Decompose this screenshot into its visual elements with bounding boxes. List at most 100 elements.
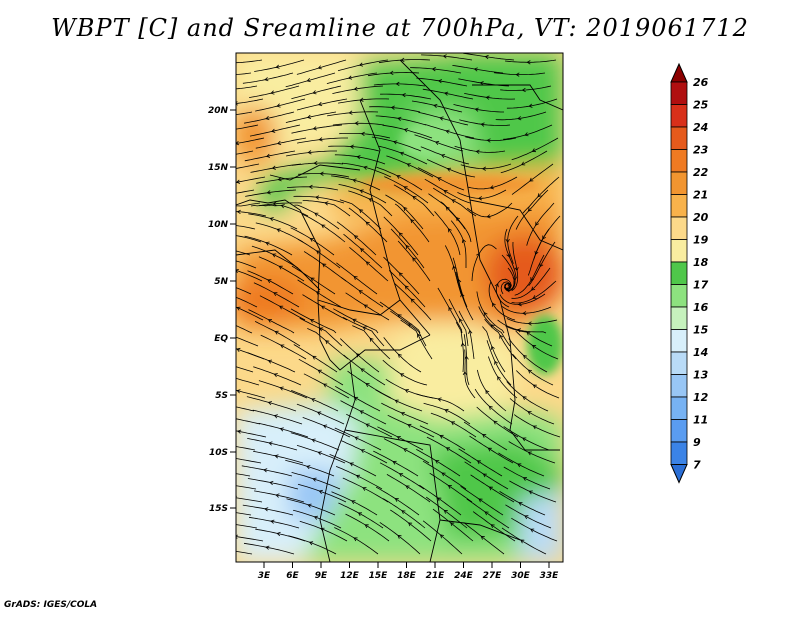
streamline-arrow — [443, 190, 448, 194]
streamline-arrow — [271, 165, 276, 170]
streamline-arrow — [521, 87, 526, 93]
streamline — [254, 490, 305, 503]
streamline — [348, 207, 388, 243]
streamline — [336, 221, 377, 256]
streamline-arrow — [389, 70, 394, 76]
streamline-arrow — [232, 417, 235, 421]
streamline — [236, 211, 267, 217]
streamline — [343, 233, 383, 269]
streamline-arrow — [485, 95, 490, 100]
streamline — [367, 72, 420, 77]
streamline — [385, 194, 424, 230]
streamline — [242, 72, 294, 84]
streamline — [465, 136, 517, 141]
colorbar-swatch — [670, 351, 688, 375]
streamline — [236, 418, 261, 425]
streamline — [236, 536, 264, 542]
streamline — [466, 202, 513, 218]
streamline — [414, 134, 464, 152]
streamline-arrow — [226, 321, 230, 324]
streamline-arrow — [480, 535, 485, 540]
streamline-arrow — [271, 253, 277, 258]
streamline-arrow — [318, 137, 323, 142]
streamline-arrow — [265, 116, 270, 121]
colorbar-label: 20 — [693, 211, 709, 224]
streamline — [511, 280, 557, 304]
streamline-arrow — [484, 54, 489, 60]
streamline — [379, 145, 428, 165]
streamline-arrow — [264, 507, 269, 512]
streamline — [302, 213, 346, 243]
streamline-arrow — [527, 411, 532, 415]
lon-tick-label: 33E — [540, 571, 560, 581]
streamline — [501, 527, 547, 555]
streamline-arrow — [321, 224, 326, 229]
streamline — [236, 59, 263, 64]
streamline — [430, 412, 477, 438]
streamline — [500, 150, 548, 174]
streamline — [378, 59, 431, 64]
streamline-arrow — [517, 302, 522, 307]
streamline — [348, 190, 393, 217]
lat-tick-label: 5S — [215, 391, 228, 401]
streamline — [236, 150, 254, 155]
streamline-arrow — [480, 122, 485, 127]
streamline — [236, 446, 256, 451]
streamline-arrow — [267, 359, 273, 364]
streamline-arrow — [404, 285, 409, 290]
streamline — [236, 306, 264, 321]
streamline-arrow — [494, 360, 499, 365]
streamline — [293, 195, 345, 204]
streamline — [422, 520, 463, 555]
streamline-arrow — [492, 302, 496, 307]
streamline — [397, 240, 431, 282]
colorbar-swatch — [670, 396, 688, 420]
streamline — [343, 354, 386, 386]
streamline-arrow — [439, 434, 444, 439]
streamline — [331, 491, 378, 516]
streamline — [256, 176, 308, 184]
streamline — [297, 238, 341, 269]
streamline-arrow — [280, 204, 285, 209]
streamline — [349, 246, 389, 282]
streamline-arrow — [522, 437, 527, 442]
streamline-arrow — [403, 186, 408, 191]
streamline-arrow — [482, 473, 487, 478]
streamline-arrow — [360, 449, 365, 454]
streamline-arrow — [236, 389, 241, 394]
streamline-arrow — [530, 528, 535, 533]
streamline-arrow — [222, 73, 225, 77]
streamline — [258, 422, 309, 438]
streamline — [333, 308, 379, 334]
streamline-arrow — [360, 368, 365, 373]
streamline-arrow — [277, 177, 282, 182]
streamline — [384, 176, 429, 204]
streamline-arrow — [363, 165, 368, 170]
streamline — [440, 201, 472, 243]
streamline — [486, 340, 512, 386]
streamline-arrow — [225, 154, 228, 158]
colorbar-swatch — [670, 284, 688, 308]
streamline-arrow — [439, 534, 444, 539]
streamline — [450, 220, 467, 268]
streamline — [242, 504, 294, 516]
streamline-arrow — [446, 167, 452, 172]
streamline — [512, 353, 554, 386]
streamline-arrow — [359, 410, 364, 415]
streamline-arrow — [365, 383, 370, 387]
streamline — [291, 265, 336, 295]
streamline — [236, 473, 251, 477]
streamline — [285, 111, 337, 123]
colorbar-label: 17 — [693, 279, 709, 292]
streamline-arrow — [455, 217, 460, 222]
streamline — [334, 427, 382, 451]
streamline — [247, 352, 296, 373]
streamline — [236, 458, 262, 464]
streamline — [258, 380, 308, 399]
streamline — [500, 85, 552, 91]
streamline — [290, 308, 337, 334]
colorbar-label: 11 — [693, 414, 708, 427]
streamline — [249, 85, 300, 98]
streamline — [236, 512, 252, 516]
streamline — [379, 301, 421, 334]
